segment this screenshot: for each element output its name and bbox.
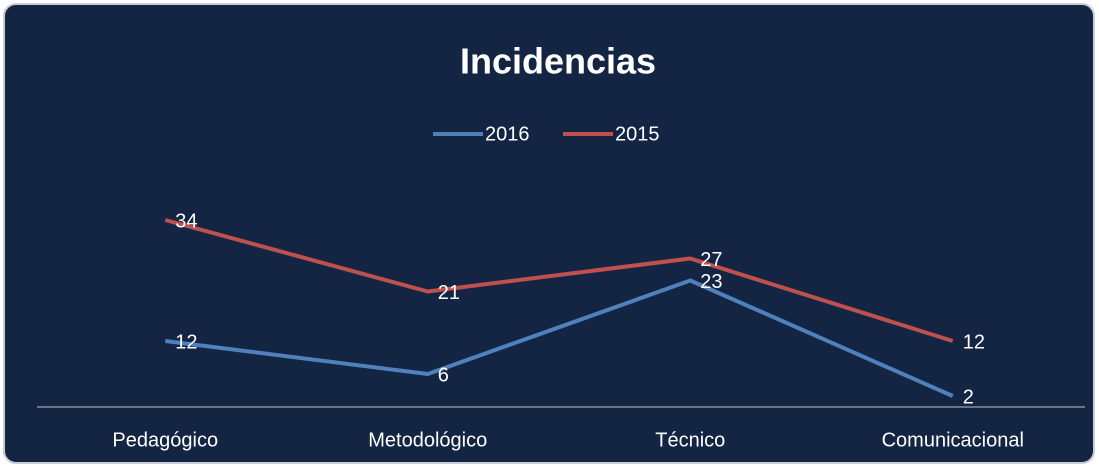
chart-background	[3, 3, 1095, 464]
chart-title: Incidencias	[460, 41, 656, 82]
data-label: 21	[438, 282, 460, 304]
legend-label: 2016	[485, 123, 530, 145]
data-label: 27	[700, 249, 722, 271]
data-label: 23	[700, 271, 722, 293]
legend-label: 2015	[615, 123, 660, 145]
series-line	[165, 278, 954, 398]
series-line	[164, 218, 954, 343]
data-label: 34	[175, 210, 197, 232]
data-label: 12	[963, 331, 985, 353]
data-label: 6	[438, 364, 449, 386]
x-tick-label: Comunicacional	[882, 429, 1024, 451]
data-label: 2	[963, 386, 974, 408]
x-tick-label: Metodológico	[368, 429, 487, 451]
x-tick-label: Técnico	[655, 429, 725, 451]
x-tick-label: Pedagógico	[112, 429, 218, 451]
data-label: 12	[175, 331, 197, 353]
